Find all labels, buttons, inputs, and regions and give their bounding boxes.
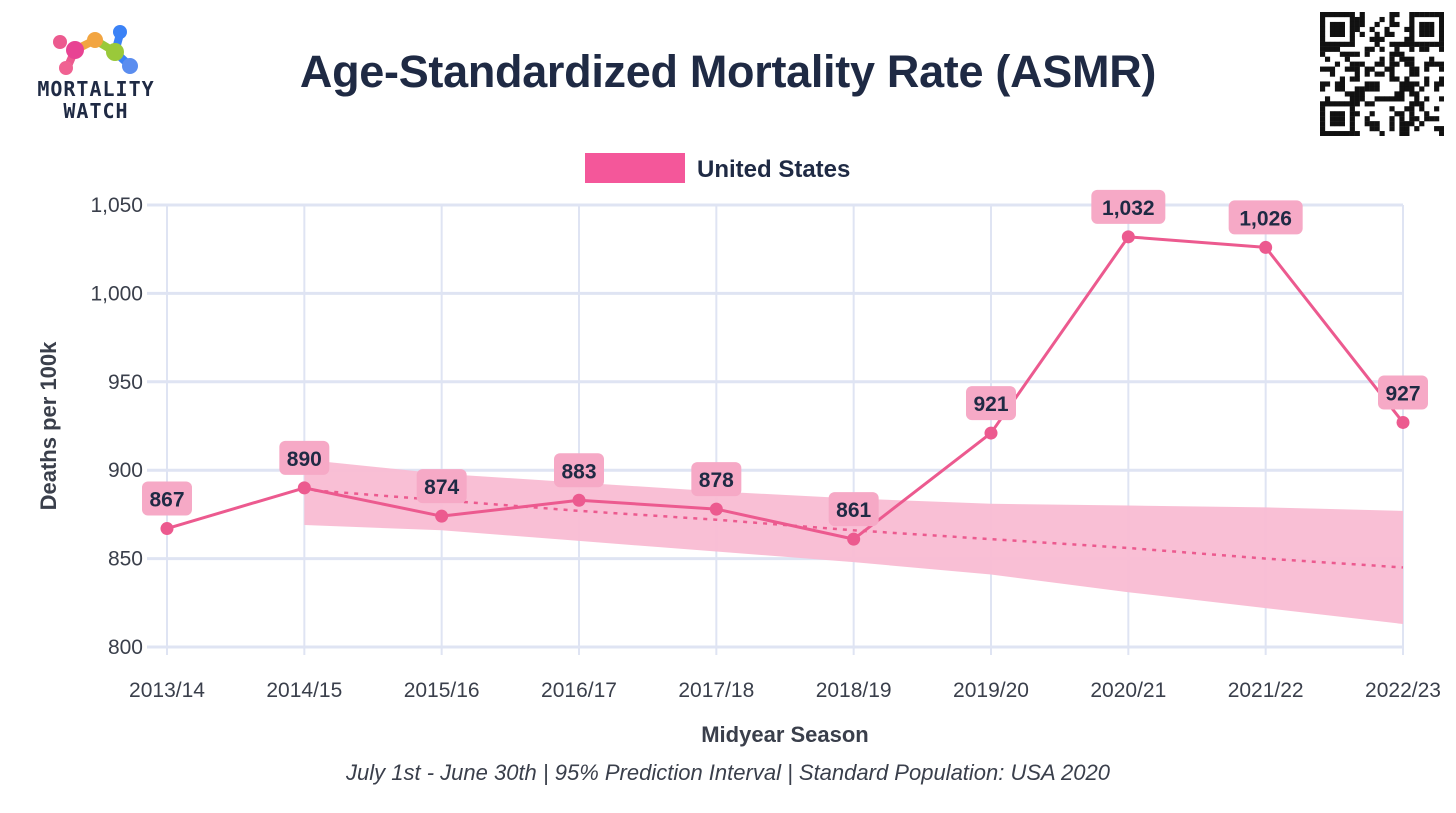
data-point <box>297 481 311 495</box>
data-label: 890 <box>287 448 322 471</box>
trend-line <box>304 488 1404 569</box>
legend[interactable]: United States <box>585 153 850 183</box>
data-label-bg <box>416 469 467 504</box>
data-label: 861 <box>836 499 871 522</box>
y-tick-label: 800 <box>108 636 143 659</box>
data-point <box>984 426 998 440</box>
data-point <box>572 493 586 507</box>
y-tick-label: 850 <box>108 548 143 571</box>
data-point <box>160 522 174 536</box>
x-tick-label: 2016/17 <box>541 679 617 702</box>
footnote: July 1st - June 30th | 95% Prediction In… <box>346 760 1110 785</box>
data-label-bg <box>142 481 192 516</box>
x-tick-label: 2019/20 <box>953 679 1029 702</box>
x-tick-label: 2017/18 <box>678 679 754 702</box>
data-labels: 867 890 874 883 878 861 921 1,032 1,026 927 <box>142 189 1428 527</box>
qr-code-icon[interactable] <box>1320 12 1444 136</box>
x-tick-label: 2015/16 <box>404 679 480 702</box>
x-tick-label: 2018/19 <box>816 679 892 702</box>
series-united-states <box>160 230 1410 546</box>
data-label: 883 <box>561 460 596 483</box>
data-label-bg <box>1228 200 1303 235</box>
y-tick-label: 1,050 <box>90 194 143 217</box>
logo-text-line2: WATCH <box>63 99 129 123</box>
series-line <box>166 235 1405 541</box>
data-label-bg <box>691 462 742 497</box>
legend-swatch[interactable] <box>585 153 685 183</box>
data-point <box>1396 415 1410 429</box>
x-axis-title: Midyear Season <box>701 722 869 747</box>
data-point <box>709 502 723 516</box>
y-tick-label: 950 <box>108 371 143 394</box>
data-label-bg <box>279 440 330 475</box>
data-label-bg <box>1091 189 1166 224</box>
data-label: 1,032 <box>1102 197 1155 220</box>
x-tick-label: 2021/22 <box>1228 679 1304 702</box>
data-label: 1,026 <box>1239 207 1292 230</box>
data-label-bg <box>554 453 604 488</box>
data-label: 874 <box>424 476 459 499</box>
data-point <box>847 532 861 546</box>
data-label-bg <box>1378 375 1428 410</box>
trend-dotted-line <box>304 488 1404 569</box>
data-point <box>1259 240 1273 254</box>
y-axis-ticks: 800 850 900 950 1,000 1,050 <box>90 194 143 659</box>
x-axis-ticks: 2013/14 2014/15 2015/16 2016/17 2017/18 2018/… <box>129 679 1441 702</box>
x-tick-label: 2020/21 <box>1090 679 1166 702</box>
y-tick-label: 900 <box>108 459 143 482</box>
y-axis-title: Deaths per 100k <box>36 341 61 511</box>
x-tick-label: 2022/23 <box>1365 679 1441 702</box>
data-label: 867 <box>149 489 184 512</box>
data-label: 921 <box>973 393 1008 416</box>
logo-text-line1: MORTALITY <box>37 77 155 101</box>
molecule-logo-icon <box>53 25 138 75</box>
data-label-bg <box>966 386 1016 421</box>
y-tick-label: 1,000 <box>90 282 143 305</box>
data-point <box>1121 230 1135 244</box>
data-point <box>435 509 449 523</box>
data-label-bg <box>828 492 879 527</box>
data-label: 878 <box>699 469 734 492</box>
mortality-watch-logo: MORTALITY WATCH <box>20 20 180 135</box>
x-tick-label: 2014/15 <box>266 679 342 702</box>
data-label: 927 <box>1385 382 1420 405</box>
x-tick-label: 2013/14 <box>129 679 205 702</box>
chart-title: Age-Standardized Mortality Rate (ASMR) <box>299 46 1157 97</box>
legend-label[interactable]: United States <box>697 156 850 183</box>
